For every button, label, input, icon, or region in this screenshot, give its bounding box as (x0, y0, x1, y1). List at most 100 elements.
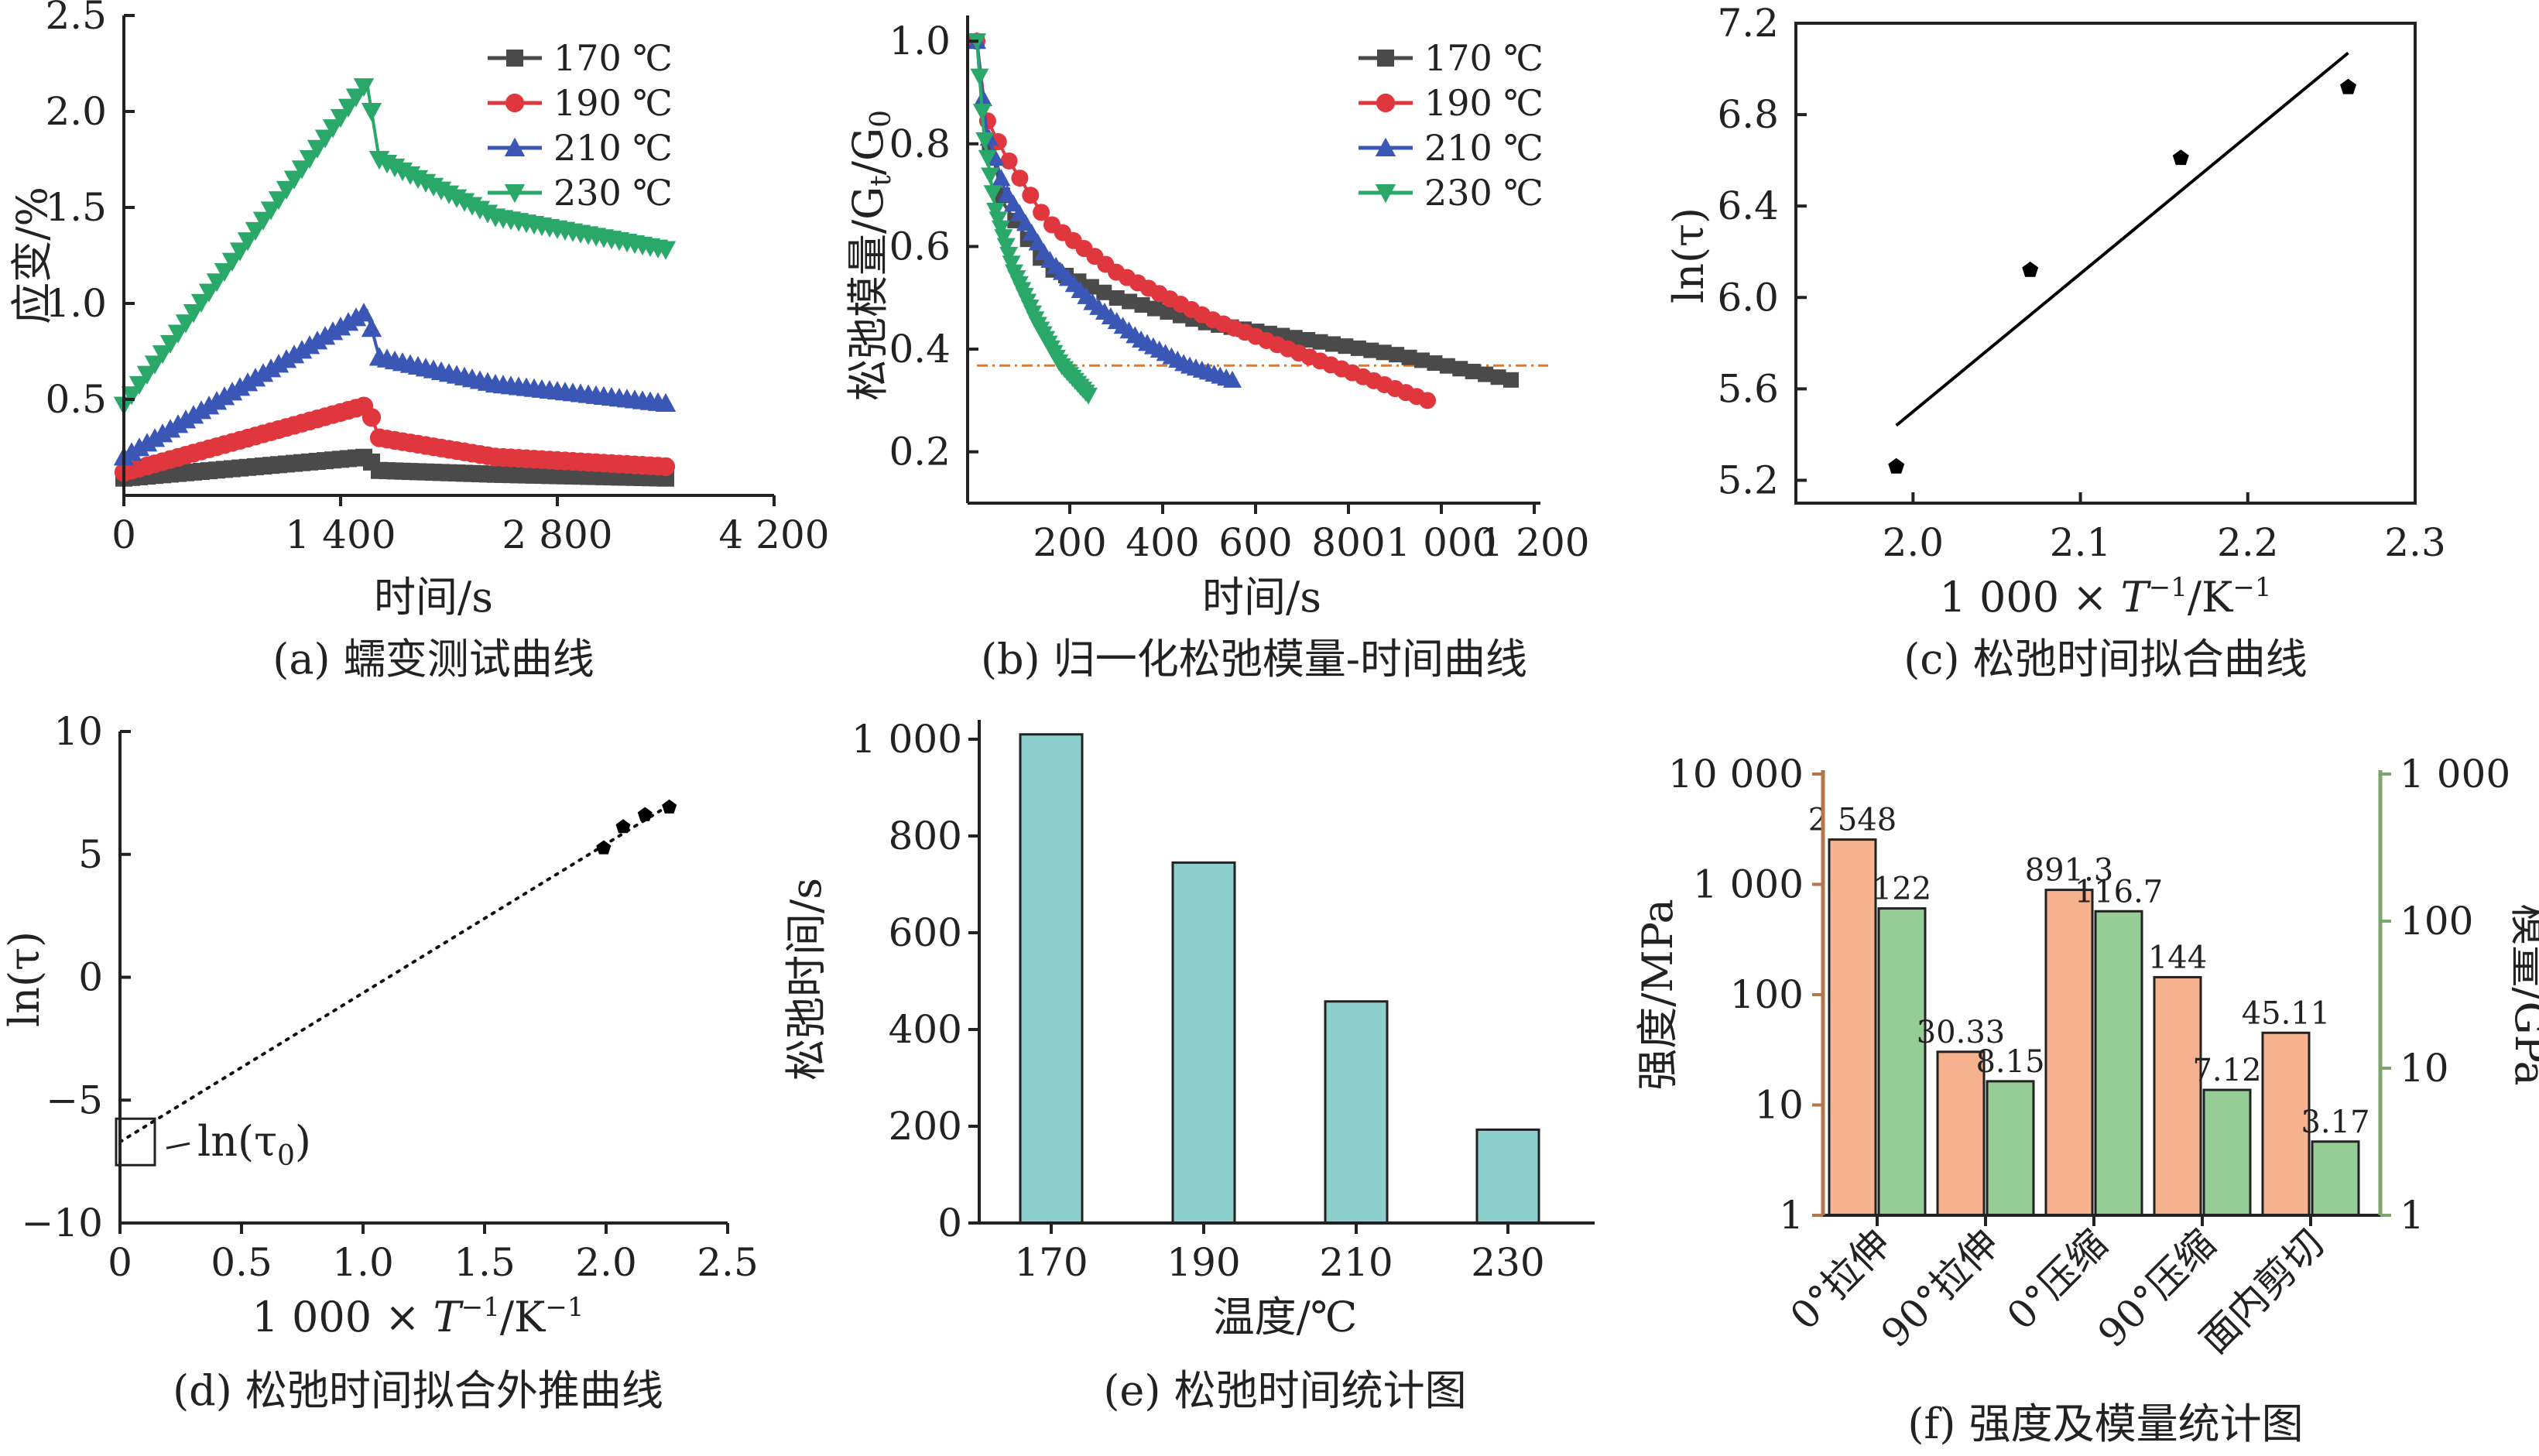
a-caption: (a) 蠕变测试曲线 (272, 635, 594, 683)
b-data-marker (983, 185, 1002, 203)
b-ylabel-main: 松弛模量/G (844, 187, 893, 401)
c-fit-line (1895, 51, 2349, 427)
b-ytick-label: 0.4 (889, 327, 951, 372)
b-ylabel-sub2: 0 (865, 110, 897, 128)
a-legend-label: 170 ℃ (553, 37, 673, 79)
b-data-marker (1414, 352, 1430, 368)
b-xtick-label: 200 (1033, 520, 1106, 565)
c-xlabel-pre: 1 000 × (1940, 573, 2121, 622)
c-points (1888, 78, 2356, 474)
panel-a: 0 1 400 2 800 4 200 0.5 1.0 1.5 2.0 2.5 170 ℃19… (8, 0, 830, 683)
a-data-marker (175, 314, 197, 334)
b-data-marker (1300, 331, 1316, 348)
d-data-point (662, 799, 677, 814)
b-legend-marker (1376, 93, 1396, 113)
f-data-label-modulus: 7.12 (2192, 1053, 2261, 1088)
d-annotation-leader (166, 1142, 190, 1149)
c-ylabel: ln(τ) (1664, 207, 1713, 303)
d-ytick-label: 5 (78, 832, 103, 877)
d-annotation-main: ln(τ (197, 1117, 277, 1166)
a-data-marker (152, 345, 173, 365)
b-xtick-label: 400 (1126, 520, 1199, 565)
d-intercept-box (115, 1117, 156, 1167)
a-data-marker (361, 103, 382, 122)
c-ytick-label: 5.2 (1717, 457, 1779, 502)
a-data-marker (655, 392, 677, 412)
f-left-tick-label: 10 (1754, 1083, 1804, 1128)
e-ytick-label: 0 (937, 1201, 962, 1245)
b-data-marker (1478, 366, 1494, 382)
f-data-label-strength: 144 (2148, 940, 2207, 975)
c-xlabel-post: /K (2188, 573, 2234, 622)
b-data-marker (999, 246, 1019, 264)
d-extrapolation-line (118, 803, 671, 1144)
b-data-marker (1022, 187, 1040, 204)
a-data-marker (159, 334, 181, 355)
b-ytick-label: 0.2 (889, 430, 951, 474)
a-legend-marker (506, 50, 523, 67)
e-ytick-label: 1 000 (851, 717, 962, 762)
b-data-marker (1350, 340, 1366, 356)
e-y-ticks: 0 200 400 600 800 1 000 (851, 717, 979, 1245)
b-data-marker (1503, 372, 1519, 388)
a-xtick-label: 4 200 (718, 512, 829, 557)
f-left-tick-label: 100 (1730, 972, 1804, 1017)
d-points (596, 799, 677, 855)
a-xtick-label: 0 (111, 512, 136, 557)
c-data-point (2172, 149, 2189, 166)
b-data-marker (1490, 369, 1506, 385)
d-xtick-label: 1.0 (332, 1240, 394, 1285)
b-data-marker (1363, 342, 1379, 358)
a-data-marker (322, 119, 344, 139)
a-data-marker (206, 273, 228, 293)
f-left-ticks: 1 10 100 1 000 10 000 (1668, 752, 1823, 1238)
b-xtick-label: 1 000 (1386, 520, 1496, 565)
a-data-marker (245, 221, 266, 242)
c-y-ticks: 5.2 5.6 6.0 6.4 6.8 7.2 (1717, 1, 1807, 502)
d-x-ticks: 0 0.5 1.0 1.5 2.0 2.5 (108, 1223, 759, 1285)
b-data-marker (970, 68, 989, 86)
b-legend-label: 230 ℃ (1424, 172, 1544, 214)
f-bar-strength (1936, 1050, 1986, 1217)
e-ytick-label: 400 (889, 1007, 962, 1052)
b-data-marker (992, 169, 1011, 187)
e-xtick-label: 170 (1014, 1240, 1088, 1285)
b-data-marker (1376, 344, 1392, 361)
a-data-marker (260, 201, 282, 221)
f-right-tick-label: 1 000 (2400, 752, 2510, 797)
a-data-marker (214, 262, 235, 283)
a-ytick-label: 1.0 (45, 281, 107, 326)
b-data-marker (1079, 387, 1098, 405)
b-data-marker (1427, 355, 1443, 372)
b-data-marker (1465, 363, 1481, 379)
f-bar-strength (1828, 838, 1877, 1217)
b-data-marker (1338, 338, 1354, 355)
a-data-marker (183, 304, 204, 324)
b-legend-label: 170 ℃ (1424, 37, 1544, 79)
a-data-marker (353, 78, 375, 98)
e-xtick-label: 230 (1471, 1240, 1544, 1285)
b-data-marker (973, 88, 992, 106)
a-data-marker (655, 241, 677, 260)
b-data-marker (996, 238, 1016, 255)
c-x-ticks: 2.0 2.1 2.2 2.3 (1883, 492, 2446, 565)
b-data-marker (1096, 284, 1112, 300)
b-data-marker (978, 149, 997, 167)
a-legend-label: 210 ℃ (553, 127, 673, 169)
b-data-marker (1401, 349, 1417, 365)
d-xlabel-pre: 1 000 × (252, 1293, 433, 1341)
f-bars (1828, 838, 2360, 1217)
f-caption: (f) 强度及模量统计图 (1907, 1399, 2303, 1448)
b-data-marker (994, 229, 1013, 247)
b-data-marker (1000, 152, 1018, 170)
a-data-marker (221, 252, 243, 272)
a-legend-marker (504, 137, 526, 156)
b-data-marker (1033, 204, 1050, 221)
b-y-ticks: 0.2 0.4 0.6 0.8 1.0 (889, 19, 978, 474)
d-xlabel-post: /K (500, 1293, 547, 1341)
